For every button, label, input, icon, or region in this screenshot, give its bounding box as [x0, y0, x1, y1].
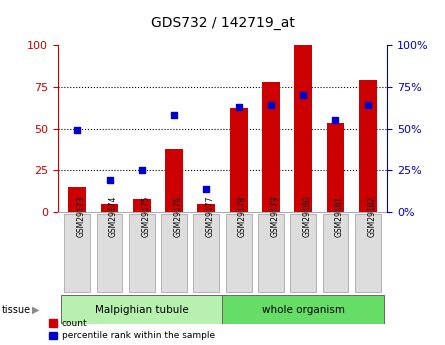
- Text: GSM29175: GSM29175: [141, 196, 150, 237]
- Bar: [222, 295, 384, 324]
- Text: GSM29180: GSM29180: [303, 196, 312, 237]
- Text: GSM29173: GSM29173: [77, 196, 85, 237]
- Bar: [230, 108, 247, 212]
- Legend: count, percentile rank within the sample: count, percentile rank within the sample: [49, 319, 215, 341]
- Bar: [65, 214, 90, 292]
- Bar: [294, 45, 312, 212]
- Bar: [61, 295, 222, 324]
- Point: [106, 178, 113, 183]
- Text: GSM29182: GSM29182: [367, 196, 376, 237]
- Bar: [355, 214, 380, 292]
- Point: [74, 127, 81, 133]
- Bar: [290, 214, 316, 292]
- Text: GDS732 / 142719_at: GDS732 / 142719_at: [150, 16, 295, 30]
- Text: tissue: tissue: [2, 305, 31, 315]
- Bar: [359, 80, 376, 212]
- Bar: [69, 187, 86, 212]
- Text: whole organism: whole organism: [262, 305, 345, 315]
- Point: [299, 92, 307, 98]
- Text: GSM29178: GSM29178: [238, 196, 247, 237]
- Point: [267, 102, 275, 108]
- Text: GSM29179: GSM29179: [270, 196, 279, 237]
- Bar: [226, 214, 251, 292]
- Text: GSM29174: GSM29174: [109, 196, 118, 237]
- Bar: [133, 199, 151, 212]
- Point: [364, 102, 371, 108]
- Text: Malpighian tubule: Malpighian tubule: [95, 305, 189, 315]
- Bar: [258, 214, 284, 292]
- Text: ▶: ▶: [32, 305, 40, 315]
- Point: [170, 112, 178, 118]
- Text: GSM29181: GSM29181: [335, 196, 344, 237]
- Bar: [262, 82, 280, 212]
- Bar: [198, 204, 215, 212]
- Bar: [161, 214, 187, 292]
- Bar: [129, 214, 155, 292]
- Point: [138, 168, 146, 173]
- Bar: [101, 204, 118, 212]
- Bar: [323, 214, 348, 292]
- Text: GSM29177: GSM29177: [206, 196, 214, 237]
- Point: [203, 186, 210, 191]
- Point: [332, 117, 339, 123]
- Bar: [165, 149, 183, 212]
- Bar: [194, 214, 219, 292]
- Bar: [327, 124, 344, 212]
- Point: [235, 104, 242, 109]
- Bar: [97, 214, 122, 292]
- Text: GSM29176: GSM29176: [174, 196, 182, 237]
